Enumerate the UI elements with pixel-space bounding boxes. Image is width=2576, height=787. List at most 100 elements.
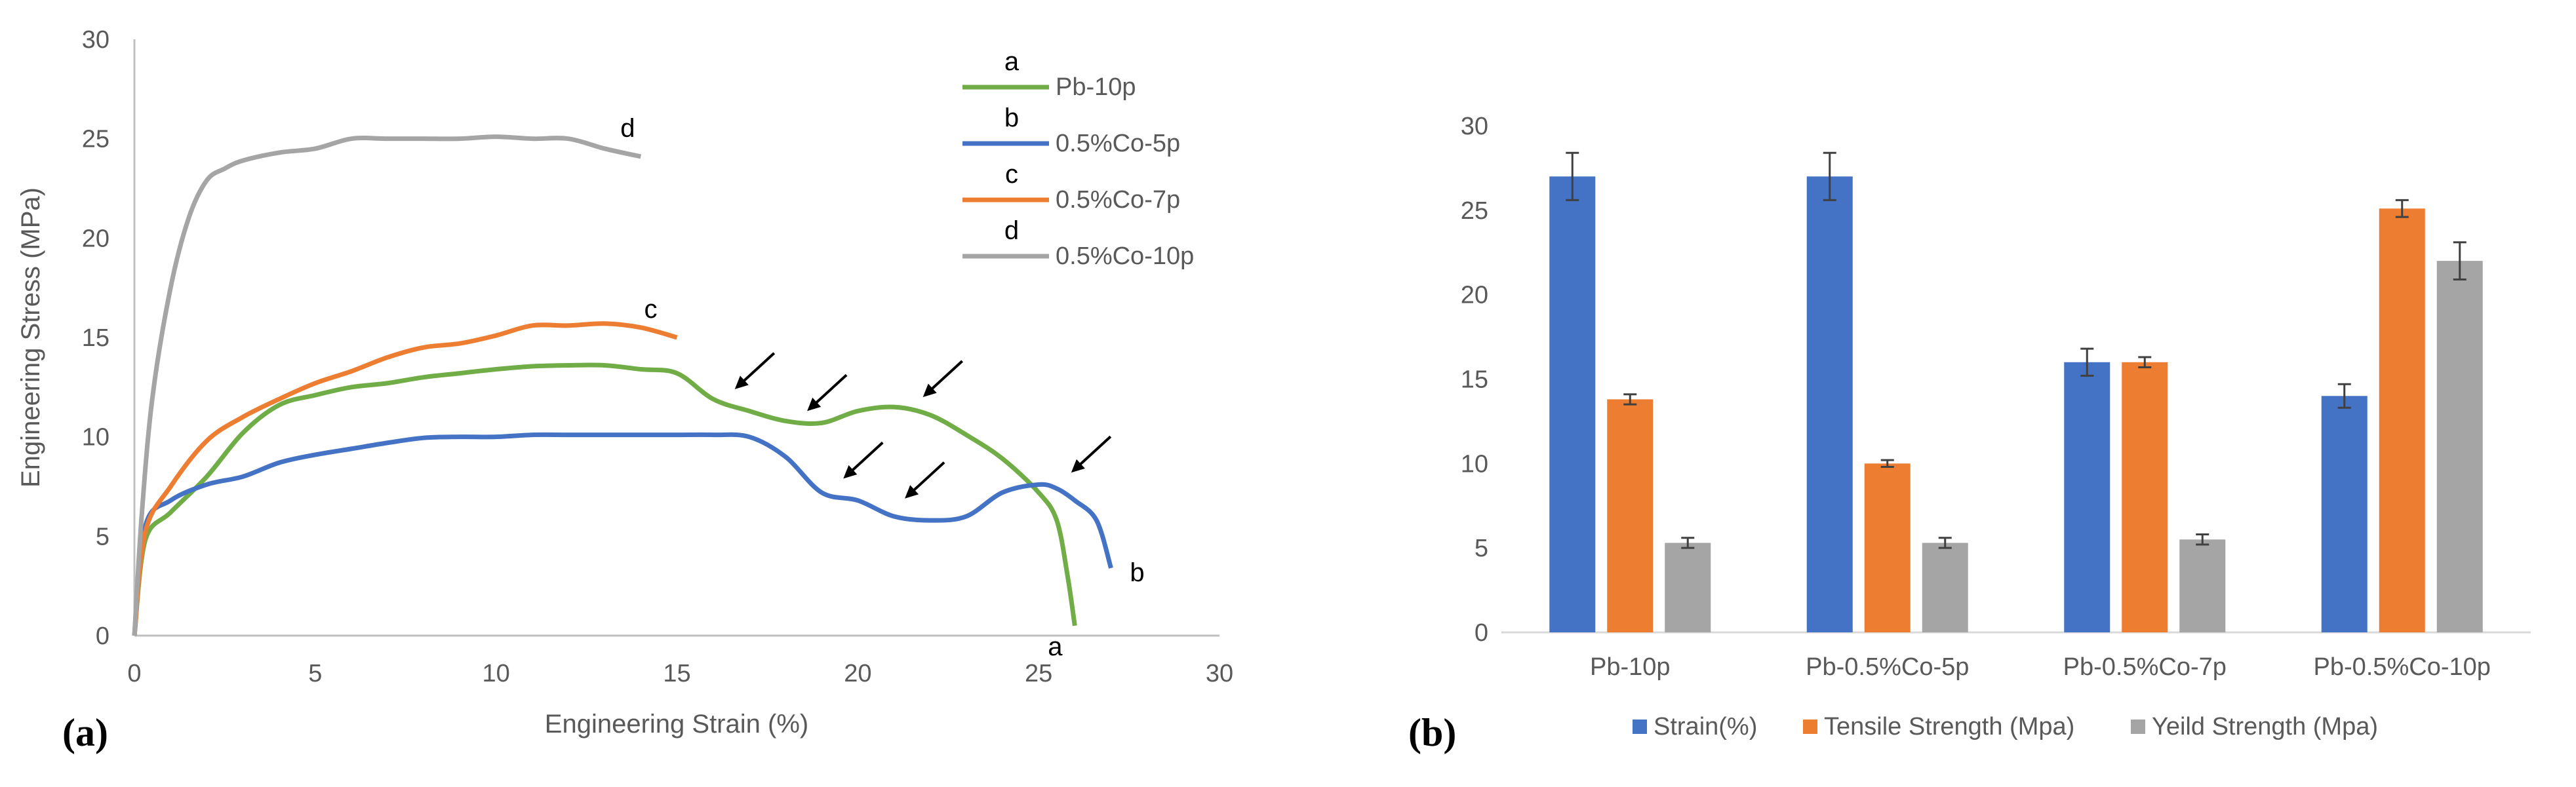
error-bar <box>1681 537 1695 549</box>
bar <box>1665 543 1711 632</box>
annotation-arrow <box>843 441 884 479</box>
y-tick-label: 25 <box>1461 197 1488 225</box>
arrow-head <box>905 485 919 499</box>
annotation-arrow <box>1071 435 1112 473</box>
bar <box>2321 396 2368 632</box>
legend-letter: c <box>1005 160 1018 189</box>
arrow-shaft <box>909 461 945 495</box>
bar <box>2379 208 2425 632</box>
category-label: Pb-0.5%Co-5p <box>1806 653 1969 681</box>
series-end-label-d: d <box>620 114 635 143</box>
arrow-head <box>807 397 822 412</box>
legend-item: d 0.5%Co-10p <box>962 216 1194 270</box>
x-axis-title: Engineering Strain (%) <box>545 710 808 739</box>
panel-label-b: (b) <box>1408 711 1456 754</box>
bar-chart-panel: 0 5 10 15 20 25 30 Pb-10p Pb-0.5%Co-5p Pb-0.5%Co… <box>1408 113 2531 754</box>
x-axis-category-labels: Pb-10p Pb-0.5%Co-5p Pb-0.5%Co-7p Pb-0.5%Co-… <box>1590 653 2491 681</box>
y-tick-label: 10 <box>82 424 109 451</box>
x-tick-label: 30 <box>1206 660 1233 687</box>
bar <box>1922 543 1968 632</box>
x-tick-label: 5 <box>308 660 322 687</box>
legend-letter: a <box>1004 47 1020 76</box>
legend: Strain(%) Tensile Strength (Mpa) Yeild Str… <box>1633 713 2378 740</box>
error-bar <box>2395 199 2409 218</box>
bar <box>1864 463 1911 632</box>
legend-swatch <box>1633 720 1647 734</box>
error-bar <box>2138 356 2152 368</box>
y-tick-label: 10 <box>1461 450 1488 478</box>
error-bar <box>1566 151 1579 201</box>
legend-item: Tensile Strength (Mpa) <box>1803 713 2074 740</box>
legend-label: Yeild Strength (Mpa) <box>2152 713 2378 740</box>
legend-label: 0.5%Co-5p <box>1056 130 1180 157</box>
bar <box>2436 261 2483 633</box>
annotation-arrow <box>734 352 776 389</box>
error-bar <box>1880 459 1894 468</box>
legend-label: Pb-10p <box>1056 73 1136 101</box>
y-tick-label: 5 <box>96 523 109 550</box>
category-label: Pb-10p <box>1590 653 1671 681</box>
x-tick-label: 25 <box>1025 660 1052 687</box>
y-tick-label: 15 <box>82 324 109 352</box>
panel-label-a: (a) <box>62 711 108 754</box>
x-axis-ticks: 0 5 10 15 20 25 30 <box>127 660 1233 687</box>
series-end-label-c: c <box>644 295 658 324</box>
legend-item: b 0.5%Co-5p <box>962 104 1180 157</box>
legend-swatch <box>1803 720 1817 734</box>
y-tick-label: 15 <box>1461 366 1488 394</box>
bars <box>1549 151 2483 633</box>
arrow-shaft <box>738 352 776 386</box>
legend-label: 0.5%Co-7p <box>1056 186 1180 214</box>
arrow-shaft <box>847 441 884 476</box>
bar <box>1806 176 1853 632</box>
legend: a Pb-10p b 0.5%Co-5p c 0.5%Co-7p d 0.5%Co-10p <box>962 47 1194 270</box>
x-tick-label: 10 <box>483 660 510 687</box>
legend-label: Strain(%) <box>1654 713 1757 740</box>
legend-item: a Pb-10p <box>962 47 1136 101</box>
legend-item: Yeild Strength (Mpa) <box>2131 713 2378 740</box>
error-bar <box>1823 151 1836 201</box>
error-bar <box>2337 383 2351 409</box>
legend-item: c 0.5%Co-7p <box>962 160 1180 214</box>
annotation-arrow <box>922 360 963 397</box>
series-line-d <box>132 134 642 636</box>
legend-letter: b <box>1004 104 1019 132</box>
error-bar <box>1938 537 1952 549</box>
annotation-arrow <box>807 374 848 412</box>
error-bar <box>2080 347 2094 377</box>
series-end-label-b: b <box>1130 558 1144 587</box>
y-axis-ticks: 0 5 10 15 20 25 30 <box>1461 113 1488 647</box>
arrow-shaft <box>811 374 848 408</box>
error-bar <box>1623 393 1637 406</box>
bar <box>1607 399 1654 632</box>
bar <box>2064 362 2110 632</box>
arrow-head <box>843 465 858 479</box>
series-lines <box>132 134 1113 636</box>
arrow-head <box>922 383 937 397</box>
arrow-shaft <box>926 360 963 394</box>
y-axis-ticks: 0 5 10 15 20 25 30 <box>82 26 109 650</box>
error-bar <box>2196 533 2209 546</box>
legend-item: Strain(%) <box>1633 713 1757 740</box>
legend-label: 0.5%Co-10p <box>1056 242 1194 270</box>
x-tick-label: 20 <box>844 660 871 687</box>
y-tick-label: 0 <box>1475 619 1488 647</box>
x-tick-label: 0 <box>127 660 141 687</box>
y-axis-title: Engineering Stress (MPa) <box>16 187 45 488</box>
series-end-label-a: a <box>1048 632 1063 661</box>
bar <box>2179 539 2226 632</box>
series-line-b <box>132 432 1113 636</box>
legend-swatch <box>2131 720 2145 734</box>
arrow-shaft <box>1075 435 1112 469</box>
annotation-arrows <box>734 352 1112 499</box>
bar <box>1549 176 1596 632</box>
y-tick-label: 20 <box>82 225 109 252</box>
legend-label: Tensile Strength (Mpa) <box>1824 713 2074 740</box>
series-line-a <box>132 362 1077 636</box>
y-tick-label: 0 <box>96 623 109 650</box>
y-tick-label: 30 <box>1461 113 1488 140</box>
arrow-head <box>1071 459 1085 473</box>
y-tick-label: 20 <box>1461 282 1488 309</box>
